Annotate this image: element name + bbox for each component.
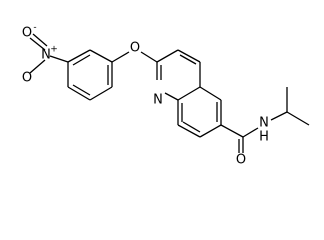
atom-label: O [22,26,32,41]
atom-label: N [259,116,269,131]
atom-label: N [41,48,51,63]
structure: O - N + O O N O N H [22,23,310,168]
atom-label: O [236,153,246,168]
atom-label: O [22,71,32,86]
atom-label: H [259,130,269,145]
charge: + [50,45,58,55]
atom-label: N [153,93,163,108]
atom-label: O [130,41,140,56]
charge: - [33,23,36,33]
bonds [29,33,310,153]
atom-labels: O - N + O O N O N H [22,23,269,168]
